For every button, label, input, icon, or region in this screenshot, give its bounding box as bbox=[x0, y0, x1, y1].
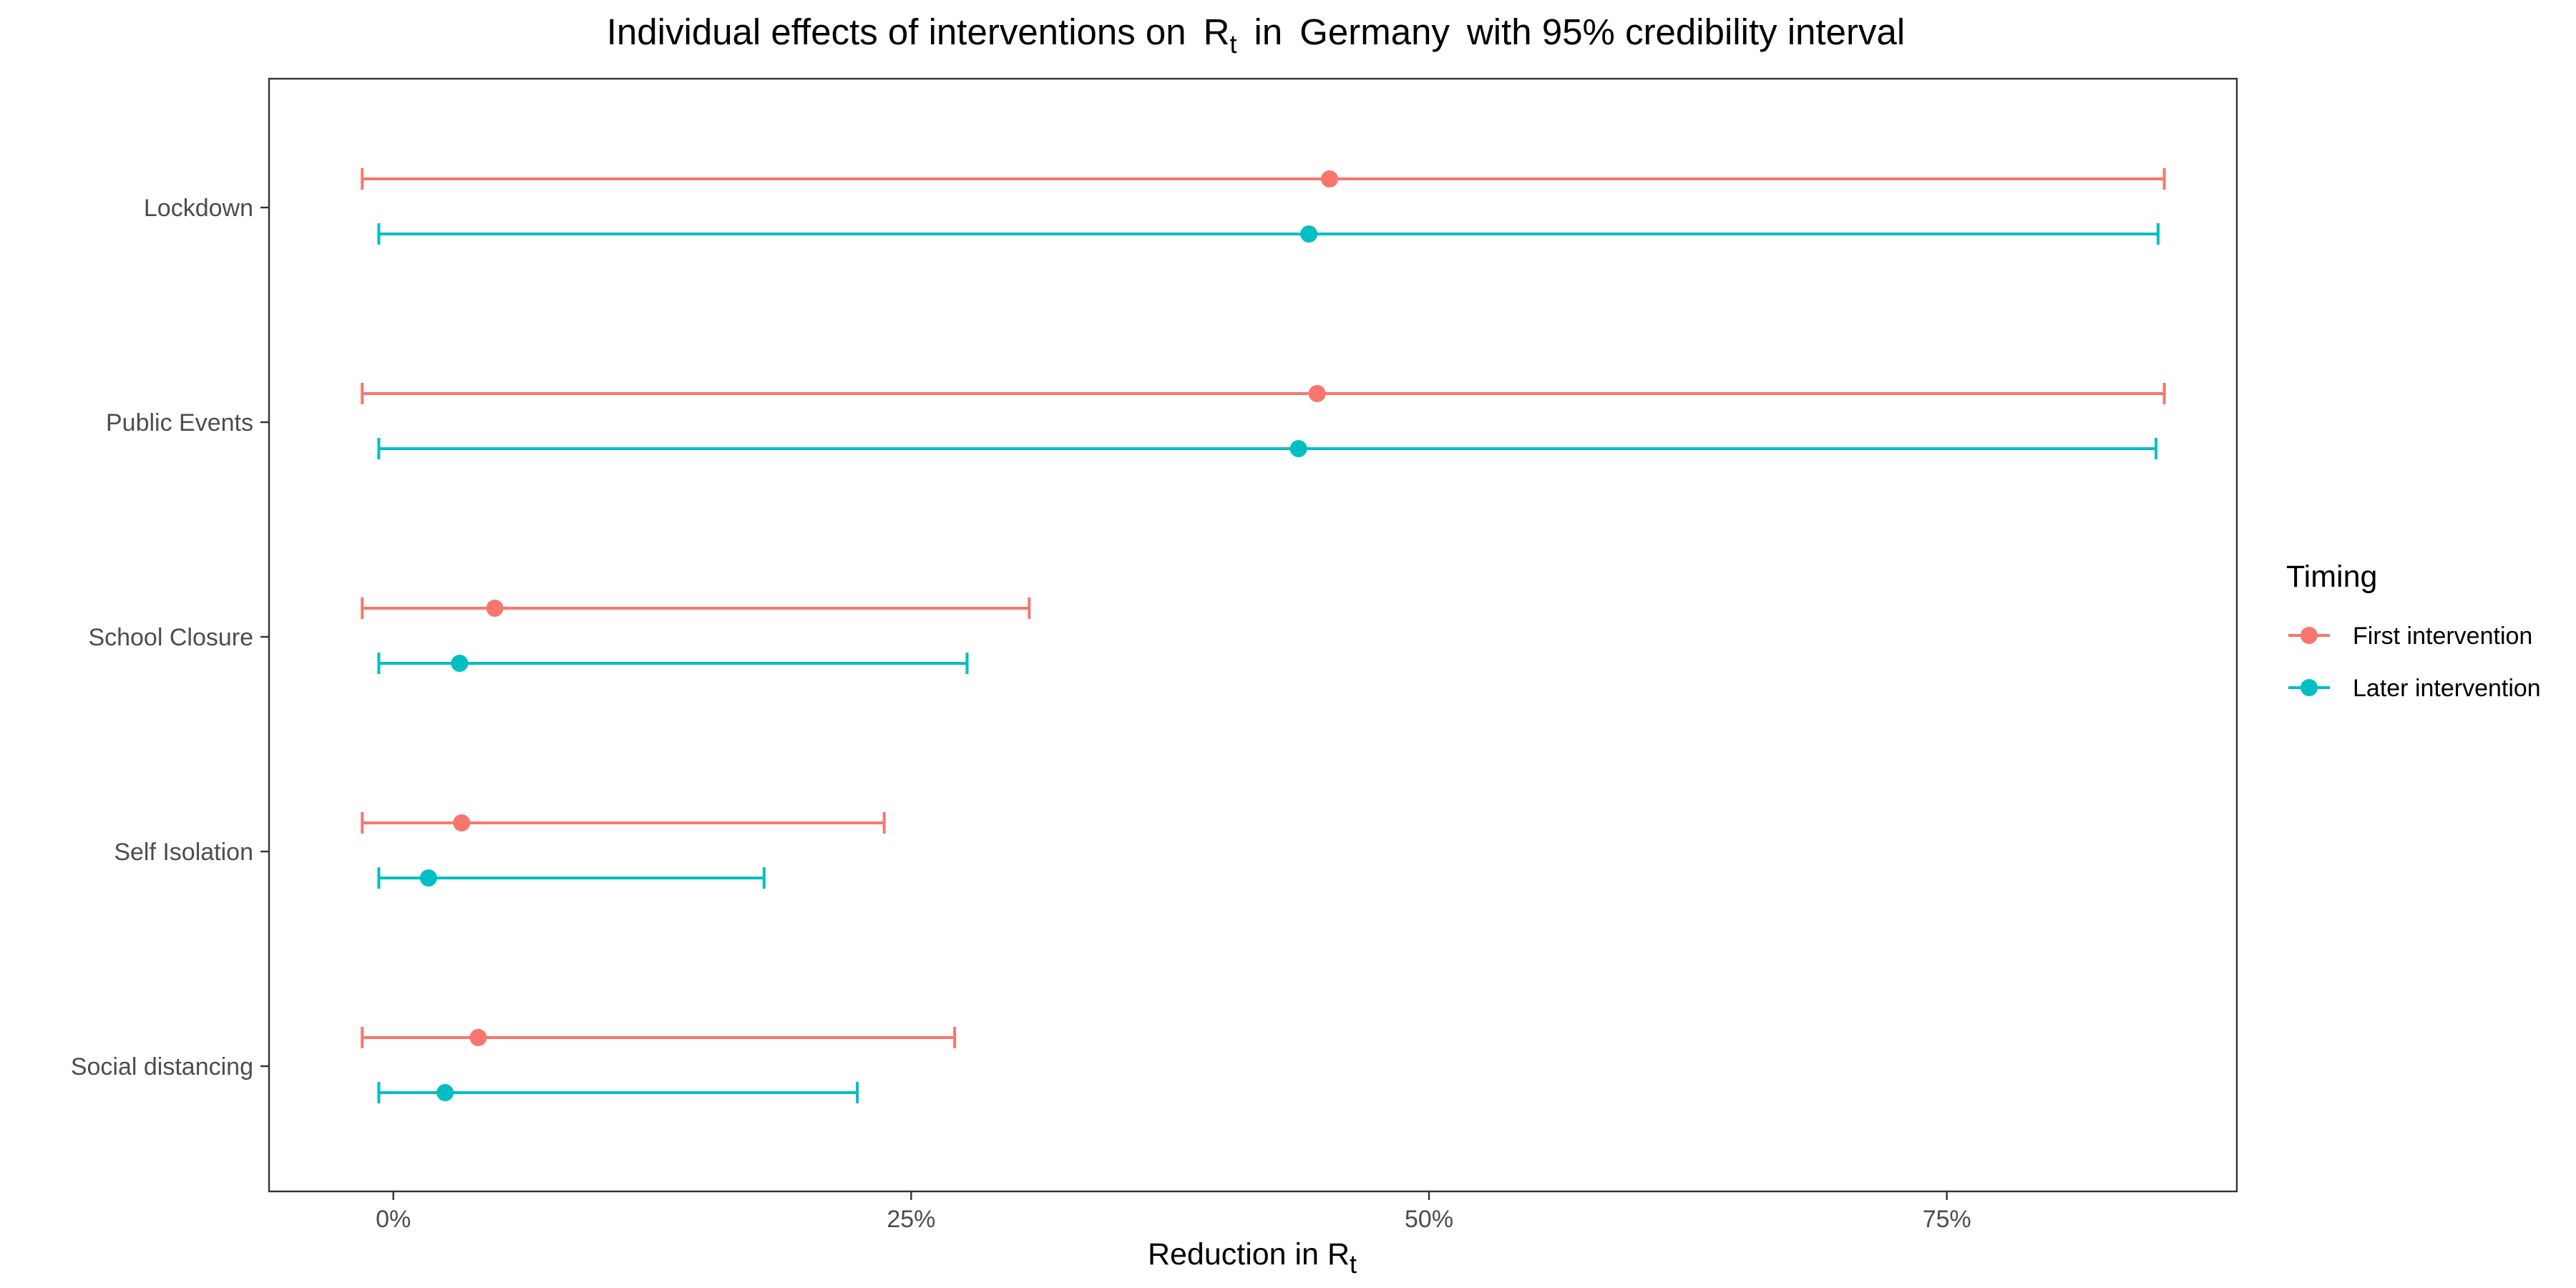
legend-entry-first-intervention: First intervention bbox=[2288, 623, 2532, 650]
point-later-intervention-self-isolation bbox=[419, 869, 437, 887]
x-axis-title: Reduction in Rt bbox=[1148, 1237, 1357, 1279]
y-axis: Lockdown Public Events School Closure Self … bbox=[71, 195, 269, 1080]
y-tick-label-lockdown: Lockdown bbox=[144, 195, 253, 222]
x-tick-label-75: 75% bbox=[1923, 1206, 1971, 1233]
data-marks bbox=[361, 168, 2166, 1103]
legend-title: Timing bbox=[2286, 560, 2377, 594]
series-later-intervention bbox=[377, 223, 2160, 1103]
x-axis-title-sub: t bbox=[1350, 1249, 1357, 1279]
point-later-intervention-social-distancing bbox=[436, 1084, 454, 1101]
legend-key-point-first-intervention bbox=[2301, 627, 2318, 644]
y-tick-label-self-isolation: Self Isolation bbox=[114, 839, 253, 866]
point-later-intervention-public-events bbox=[1289, 440, 1307, 457]
legend-label-later-intervention: Later intervention bbox=[2353, 675, 2541, 702]
point-first-intervention-self-isolation bbox=[453, 814, 471, 831]
point-later-intervention-school-closure bbox=[451, 655, 469, 672]
plot-panel bbox=[268, 77, 2238, 1193]
title-in: in bbox=[1254, 11, 1283, 52]
title-suffix: with 95% credibility interval bbox=[1466, 11, 1905, 52]
legend-entry-later-intervention: Later intervention bbox=[2288, 675, 2541, 702]
chart-title: Individual effects of interventions on Rt… bbox=[607, 11, 1905, 59]
title-country: Germany bbox=[1299, 11, 1450, 52]
series-first-intervention bbox=[361, 168, 2166, 1048]
x-tick-label-50: 50% bbox=[1405, 1206, 1453, 1233]
point-later-intervention-lockdown bbox=[1300, 225, 1318, 243]
x-tick-label-25: 25% bbox=[887, 1206, 935, 1233]
point-first-intervention-social-distancing bbox=[469, 1029, 487, 1046]
x-axis: 0% 25% 50% 75% bbox=[376, 1191, 1971, 1233]
title-prefix: Individual effects of interventions on bbox=[607, 11, 1186, 52]
x-axis-title-main: Reduction in R bbox=[1148, 1237, 1350, 1272]
legend-label-first-intervention: First intervention bbox=[2353, 623, 2532, 650]
point-first-intervention-public-events bbox=[1308, 385, 1326, 402]
title-r-sub: t bbox=[1230, 29, 1237, 59]
title-r: R bbox=[1204, 11, 1230, 52]
x-tick-label-0: 0% bbox=[376, 1206, 411, 1233]
legend: Timing First intervention Later intervent… bbox=[2286, 560, 2541, 702]
y-tick-label-school-closure: School Closure bbox=[88, 624, 253, 651]
point-first-intervention-school-closure bbox=[486, 600, 504, 617]
legend-key-point-later-intervention bbox=[2301, 679, 2318, 696]
point-first-intervention-lockdown bbox=[1321, 170, 1339, 187]
y-tick-label-public-events: Public Events bbox=[106, 409, 253, 436]
y-tick-label-social-distancing: Social distancing bbox=[71, 1053, 253, 1080]
